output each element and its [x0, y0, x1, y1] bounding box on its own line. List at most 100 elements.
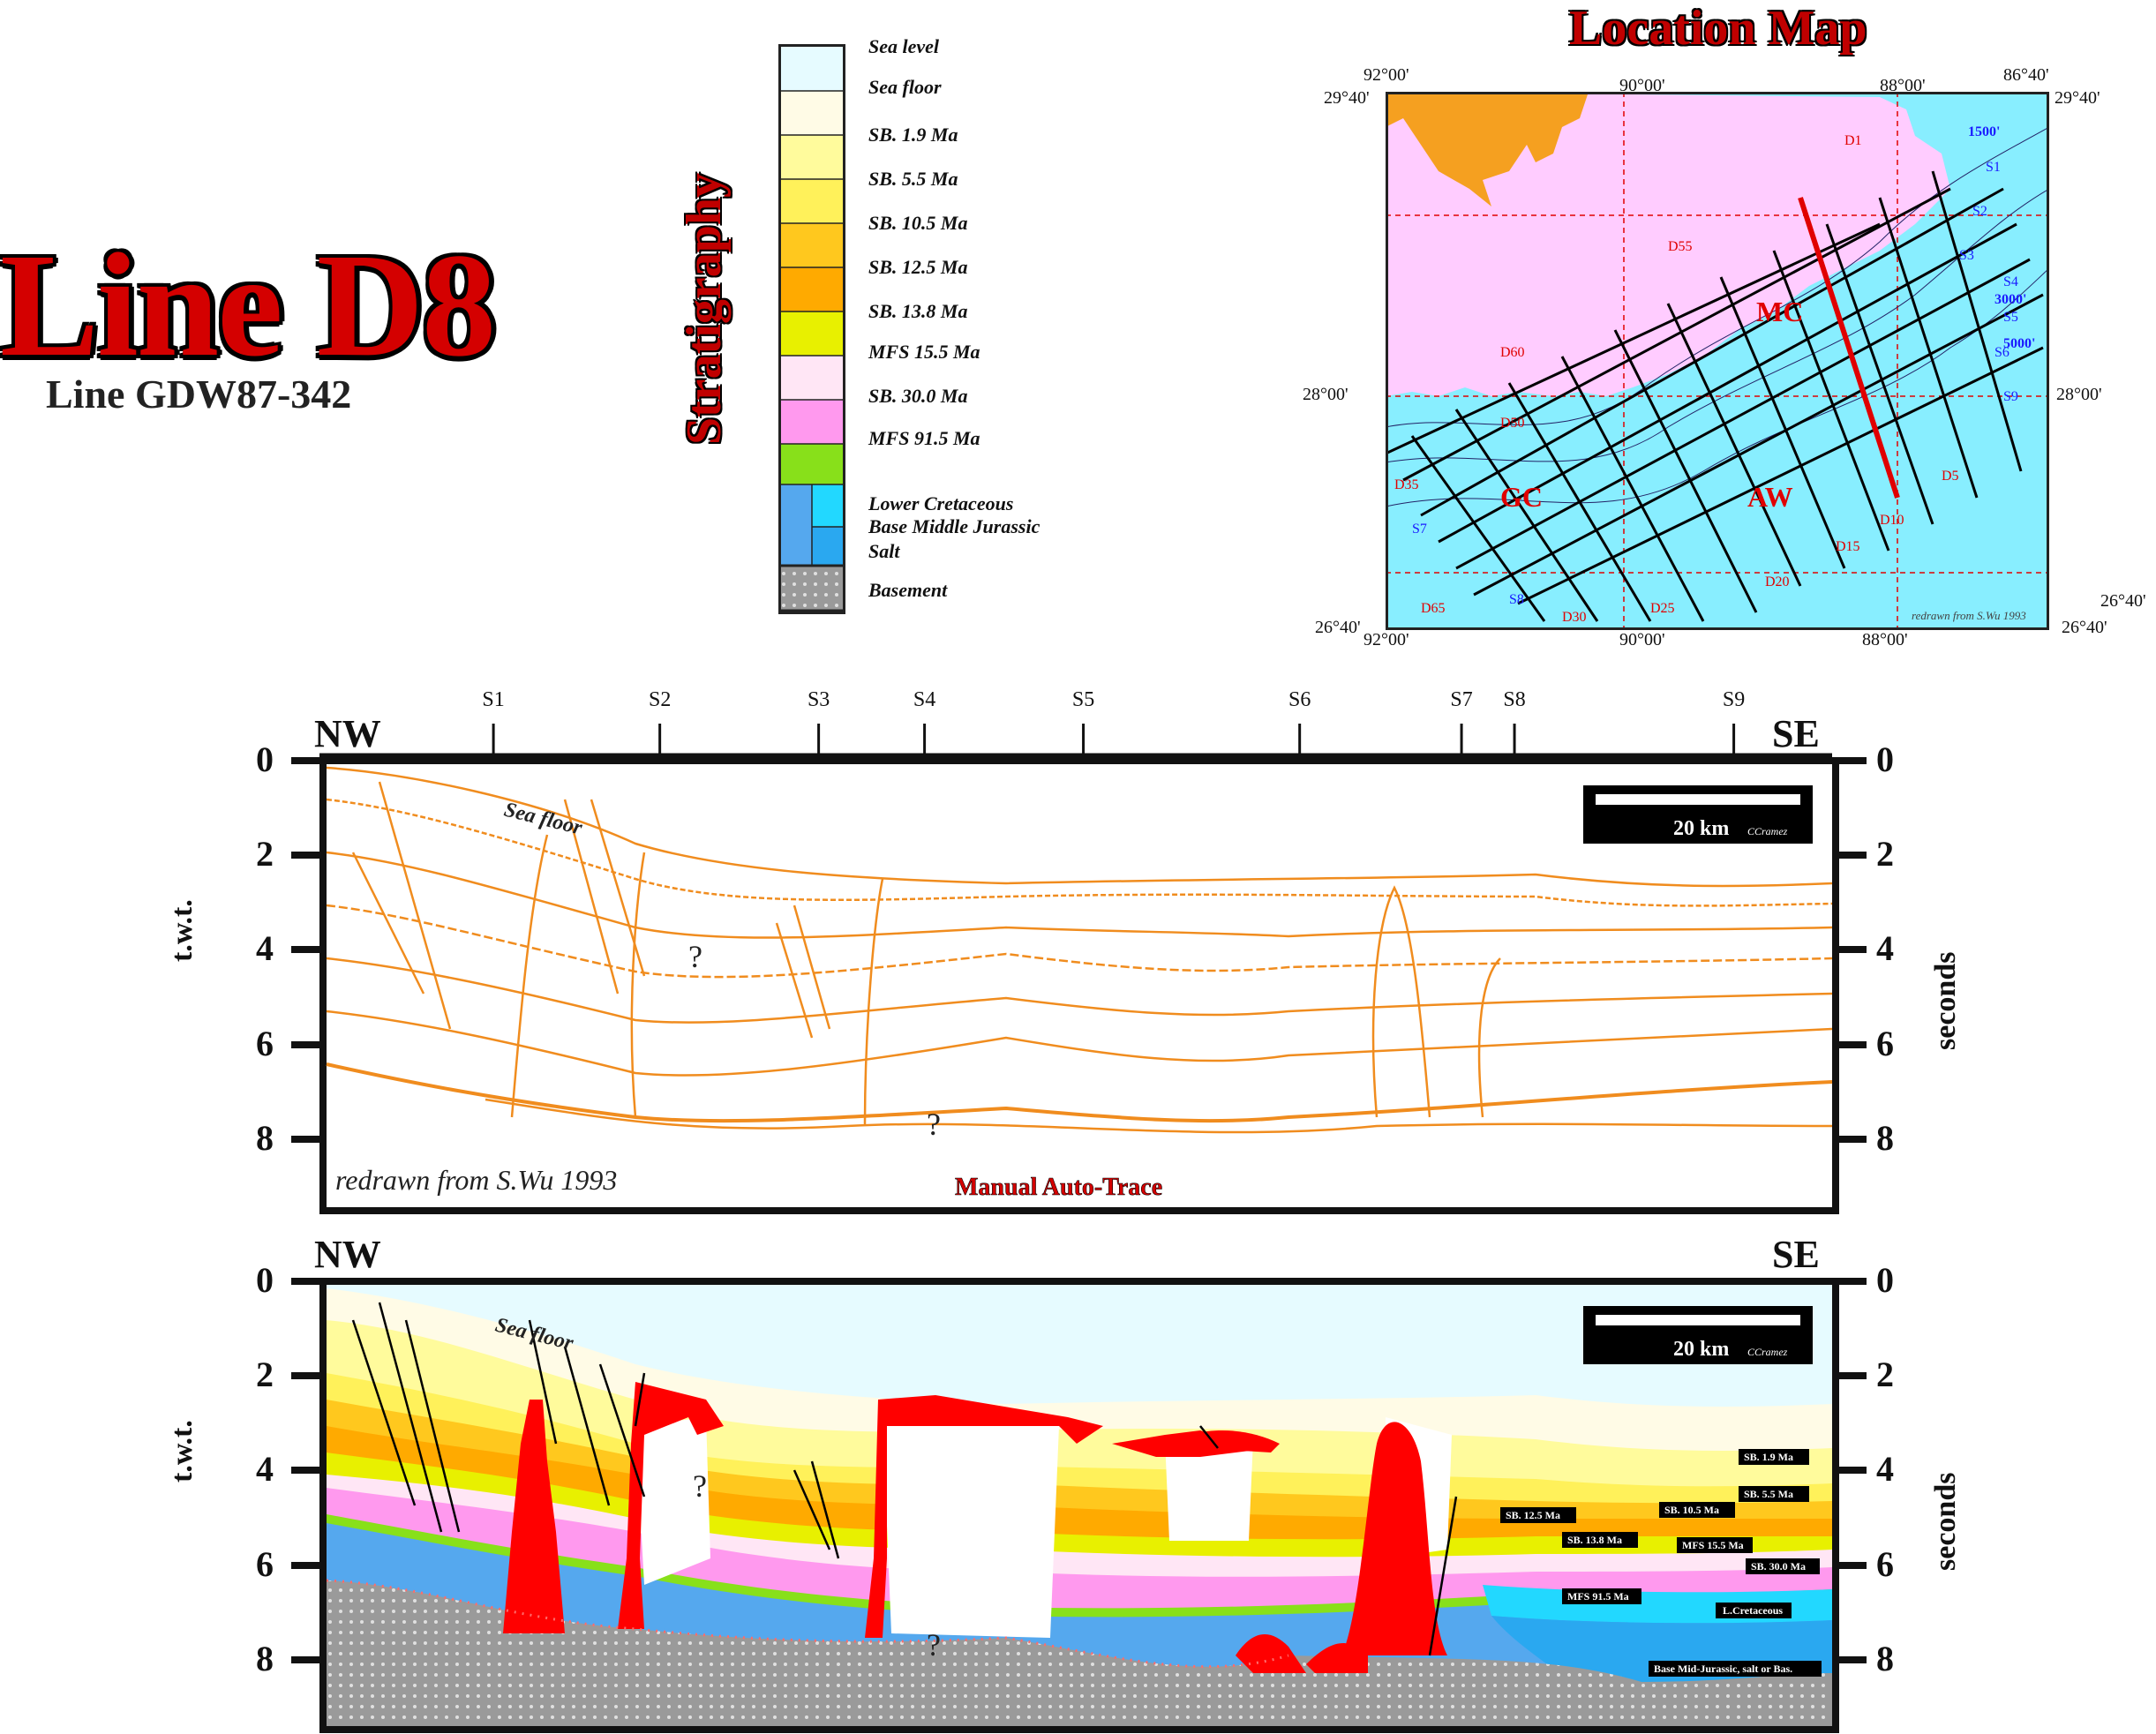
- map-coord-top-1: 90°00': [1619, 76, 1665, 95]
- salt-pillow-1: [1236, 1634, 1306, 1673]
- interpreted-panel: 0 2 4 6 8 0 2 4 6 8: [256, 1267, 1894, 1733]
- tag-sb-1-9: SB. 1.9 Ma: [1744, 1451, 1793, 1463]
- seismic-ylabel-left: t.w.t.: [166, 899, 199, 962]
- map-coord-top-2: 88°00': [1880, 76, 1926, 95]
- interp-scale-label: 20 km: [1673, 1338, 1729, 1361]
- strike-tick-label-s3: S3: [808, 688, 830, 711]
- legend-label-mfs-91-5: MFS 91.5 Ma: [868, 427, 980, 449]
- map-coord-right-2: 26°40': [2062, 618, 2107, 637]
- interp-ytick-right-0: 0: [1876, 1267, 1894, 1300]
- strike-ticks: S1 S2 S3 S4 S5 S6 S7 S8 S9: [319, 679, 1832, 759]
- seismic-ytick-right-0: 0: [1876, 747, 1894, 779]
- swatch-lower-cretaceous-b: [812, 527, 843, 571]
- map-coord-left-1: 28°00': [1303, 385, 1348, 404]
- interp-ytick-right-6: 6: [1876, 1544, 1894, 1584]
- map-strike-label-s3: S3: [1959, 248, 1974, 263]
- legend-label-sea-level: Sea level: [868, 35, 940, 57]
- seismic-ytick-left-6: 6: [256, 1024, 274, 1063]
- map-strike-label-s1: S1: [1986, 160, 2001, 175]
- tag-sb-10-5: SB. 10.5 Ma: [1664, 1504, 1719, 1516]
- map-line-label-d60: D60: [1500, 345, 1525, 360]
- direction-se-bottom: SE: [1772, 1233, 1820, 1276]
- map-coord-top-3: 86°40': [2003, 65, 2049, 85]
- map-coord-top-0: 92°00': [1363, 65, 1409, 85]
- legend-label-sb-1-9: SB. 1.9 Ma: [868, 124, 958, 146]
- interp-ytick-right-4: 4: [1876, 1449, 1894, 1489]
- direction-se-top: SE: [1772, 712, 1820, 755]
- stratigraphy-legend-swatches: [781, 47, 843, 612]
- seismic-ylabel-right: seconds: [1929, 951, 1962, 1050]
- swatch-sb-12-5: [781, 267, 843, 312]
- swatch-base-mid-jurassic: [781, 484, 812, 571]
- legend-label-sea-floor: Sea floor: [868, 76, 942, 98]
- tag-sb-12-5: SB. 12.5 Ma: [1506, 1509, 1560, 1521]
- stratigraphy-legend-column: [778, 44, 845, 614]
- interp-ytick-left-4: 4: [256, 1449, 274, 1489]
- tag-mfs-15-5: MFS 15.5 Ma: [1682, 1539, 1744, 1551]
- interp-ytick-left-0: 0: [256, 1267, 274, 1300]
- legend-label-sb-30: SB. 30.0 Ma: [868, 385, 968, 407]
- strike-tick-label-s5: S5: [1072, 688, 1094, 711]
- interp-ylabel-right: seconds: [1929, 1472, 1962, 1571]
- strike-tick-label-s2: S2: [649, 688, 671, 711]
- map-line-label-d35: D35: [1394, 477, 1419, 492]
- map-coord-left-0: 29°40': [1324, 88, 1370, 108]
- direction-nw-top: NW: [314, 712, 381, 755]
- salt-sheet-2: [1165, 1430, 1280, 1453]
- salt-diapir-3: [865, 1395, 1103, 1638]
- legend-label-sb-5-5: SB. 5.5 Ma: [868, 168, 958, 190]
- legend-label-basement: Basement: [868, 579, 948, 601]
- map-area-label-gc: GC: [1500, 481, 1543, 513]
- swatch-lower-cretaceous-a: [812, 484, 843, 527]
- map-strike-label-s9: S9: [2003, 389, 2018, 404]
- seismic-ytick-right-6: 6: [1876, 1024, 1894, 1063]
- stratigraphy-title: Stratigraphy: [677, 173, 732, 445]
- legend-label-sb-13-8: SB. 13.8 Ma: [868, 300, 968, 322]
- strike-tick-label-s6: S6: [1288, 688, 1311, 711]
- salt-diapir-4: [1341, 1422, 1447, 1655]
- legend-label-sb-12-5: SB. 12.5 Ma: [868, 256, 968, 278]
- map-strike-label-s2: S2: [1972, 204, 1987, 219]
- interp-ytick-right-2: 2: [1876, 1355, 1894, 1394]
- seismic-scale-label: 20 km: [1673, 817, 1729, 840]
- map-line-label-d20: D20: [1765, 574, 1790, 589]
- swatch-sb-1-9: [781, 135, 843, 179]
- map-coord-right-1: 28°00': [2056, 385, 2102, 404]
- seismic-panel: 0 2 4 6 8 0 2 4 6 8 ? ? Sea floo: [256, 747, 1894, 1214]
- map-line-label-d30: D30: [1562, 610, 1587, 625]
- swatch-sb-13-8: [781, 312, 843, 356]
- map-credit: redrawn from S.Wu 1993: [1912, 609, 2026, 622]
- seismic-ytick-left-0: 0: [256, 747, 274, 779]
- map-line-label-d5: D5: [1942, 469, 1959, 484]
- swatch-sb-10-5: [781, 223, 843, 267]
- map-coord-bottom-0: 92°00': [1363, 630, 1409, 649]
- legend-label-lower-cretaceous: Lower Cretaceous: [868, 492, 1014, 514]
- map-coord-bottom-3: 26°40': [2100, 591, 2146, 611]
- seismic-scale-credit: CCramez: [1747, 825, 1788, 837]
- tag-base-mid-jurassic: Base Mid-Jurassic, salt or Bas.: [1654, 1663, 1792, 1675]
- map-coord-left-2: 26°40': [1315, 618, 1361, 637]
- seismic-ytick-left-8: 8: [256, 1118, 274, 1158]
- direction-nw-bottom: NW: [314, 1233, 381, 1276]
- interp-ytick-right-8: 8: [1876, 1639, 1894, 1678]
- swatch-sea-level: [781, 47, 843, 91]
- map-line-label-d25: D25: [1650, 601, 1675, 616]
- tag-mfs-91-5: MFS 91.5 Ma: [1567, 1590, 1629, 1603]
- salt-diapir-2: [618, 1382, 724, 1629]
- map-contour-label-3000: 3000': [1994, 292, 2026, 307]
- interp-ytick-left-8: 8: [256, 1639, 274, 1678]
- map-line-label-d65: D65: [1421, 601, 1446, 616]
- legend-label-sb-10-5: SB. 10.5 Ma: [868, 212, 968, 234]
- seismic-ytick-right-2: 2: [1876, 834, 1894, 874]
- swatch-sb-30: [781, 400, 843, 444]
- map-strike-label-s4: S4: [2003, 274, 2018, 289]
- strike-ticks-svg: S1 S2 S3 S4 S5 S6 S7 S8 S9: [319, 688, 1832, 758]
- strike-tick-label-s8: S8: [1503, 688, 1525, 711]
- map-strike-label-s7: S7: [1412, 522, 1427, 537]
- location-map-title: Location Map: [1569, 1, 1867, 56]
- map-coord-bottom-2: 88°00': [1862, 630, 1908, 649]
- map-area-label-aw: AW: [1747, 481, 1793, 513]
- legend-label-base-middle-jurassic: Base Middle Jurassic: [868, 515, 1040, 537]
- map-contour-label-5000: 5000': [2003, 336, 2035, 351]
- interp-ytick-left-2: 2: [256, 1355, 274, 1394]
